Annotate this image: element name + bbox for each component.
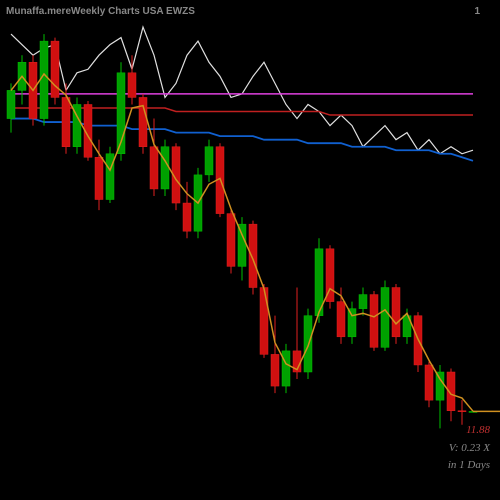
chart-title-right: 1: [474, 6, 480, 17]
price-info: 11.88 V: 0.23 X in 1 Days: [448, 422, 490, 475]
price-chart: [0, 20, 500, 460]
chart-canvas: [0, 20, 500, 460]
last-price: 11.88: [448, 422, 490, 440]
chart-title-left: Munaffa.mereWeekly Charts USA EWZS: [6, 6, 195, 17]
volume-text: V: 0.23 X: [448, 440, 490, 458]
timing-text: in 1 Days: [448, 457, 490, 475]
